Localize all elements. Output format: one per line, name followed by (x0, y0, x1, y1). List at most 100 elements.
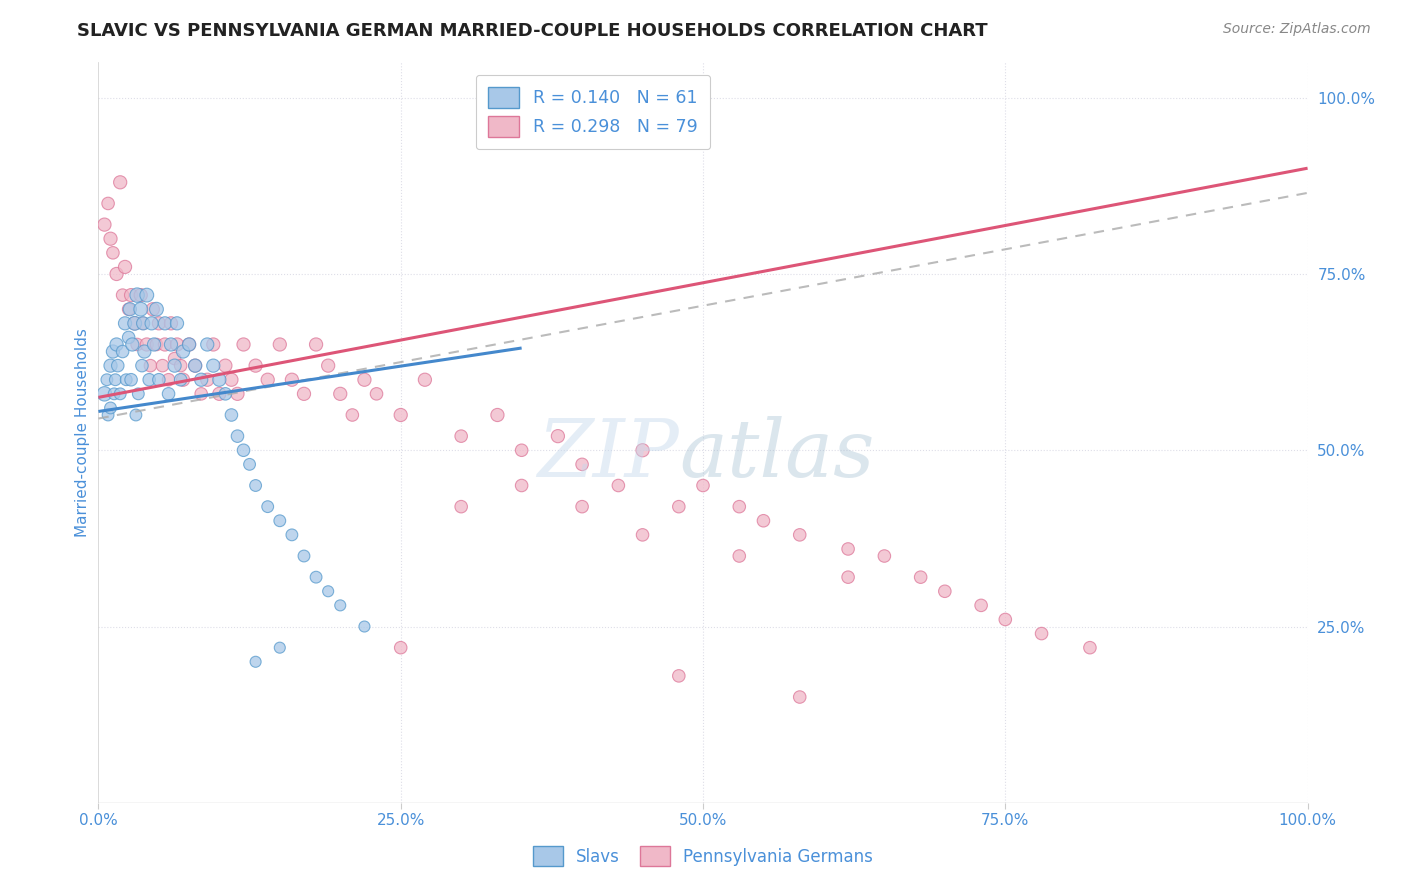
Point (125, 408, 148, 422)
Point (389, 640, 412, 655)
Point (221, 408, 243, 422)
Point (256, 373, 278, 387)
Point (994, 612, 1017, 626)
Point (142, 302, 165, 317)
Point (105, 267, 128, 281)
Point (160, 316, 183, 330)
Point (208, 387, 231, 401)
Point (329, 599, 352, 613)
Point (114, 316, 136, 330)
Point (1078, 640, 1101, 655)
Point (160, 337, 183, 351)
Point (245, 655, 267, 669)
Point (607, 478, 630, 492)
Point (105, 337, 128, 351)
Point (148, 316, 170, 330)
Point (124, 316, 146, 330)
Point (910, 570, 932, 584)
Text: SLAVIC VS PENNSYLVANIA GERMAN MARRIED-COUPLE HOUSEHOLDS CORRELATION CHART: SLAVIC VS PENNSYLVANIA GERMAN MARRIED-CO… (77, 22, 988, 40)
Point (148, 373, 170, 387)
Point (96, 373, 118, 387)
Point (195, 337, 218, 351)
Point (232, 337, 254, 351)
Point (389, 408, 412, 422)
Point (143, 337, 166, 351)
Point (108, 175, 131, 189)
Point (172, 344, 194, 359)
Point (510, 478, 533, 492)
Point (292, 549, 315, 563)
Point (789, 528, 811, 542)
Point (179, 337, 201, 351)
Point (571, 458, 593, 472)
Point (124, 316, 146, 330)
Point (232, 443, 254, 458)
Point (100, 232, 122, 246)
Point (728, 549, 751, 563)
Point (157, 373, 180, 387)
Point (129, 302, 152, 317)
Point (668, 669, 690, 683)
Point (245, 359, 267, 373)
Point (166, 337, 188, 351)
Point (115, 373, 138, 387)
Point (184, 359, 207, 373)
Point (571, 500, 593, 514)
Point (141, 316, 163, 330)
Legend: Slavs, Pennsylvania Germans: Slavs, Pennsylvania Germans (524, 838, 882, 875)
Point (226, 387, 249, 401)
Point (214, 359, 236, 373)
Point (129, 288, 152, 302)
Point (100, 359, 122, 373)
Point (221, 373, 243, 387)
Point (692, 478, 714, 492)
Point (104, 373, 127, 387)
Point (179, 337, 201, 351)
Text: atlas: atlas (679, 416, 875, 493)
Point (353, 373, 375, 387)
Point (93, 218, 115, 232)
Point (789, 690, 811, 704)
Point (118, 302, 141, 317)
Point (256, 500, 278, 514)
Point (127, 387, 149, 401)
Point (120, 288, 142, 302)
Point (316, 359, 339, 373)
Point (111, 344, 134, 359)
Point (190, 373, 212, 387)
Point (226, 429, 249, 443)
Point (100, 401, 122, 415)
Point (413, 373, 436, 387)
Point (163, 359, 186, 373)
Point (97, 196, 120, 211)
Point (728, 500, 751, 514)
Point (214, 387, 236, 401)
Point (245, 478, 267, 492)
Point (934, 584, 956, 599)
Point (668, 500, 690, 514)
Point (169, 373, 191, 387)
Point (93, 387, 115, 401)
Point (366, 387, 388, 401)
Point (305, 337, 328, 351)
Point (172, 373, 194, 387)
Point (631, 528, 654, 542)
Point (97, 408, 120, 422)
Text: Source: ZipAtlas.com: Source: ZipAtlas.com (1223, 22, 1371, 37)
Point (547, 429, 569, 443)
Point (138, 373, 160, 387)
Point (239, 458, 262, 472)
Point (132, 316, 155, 330)
Point (450, 429, 472, 443)
Point (208, 373, 231, 387)
Point (118, 330, 141, 344)
Point (121, 337, 143, 351)
Point (752, 514, 775, 528)
Point (202, 359, 225, 373)
Point (101, 344, 124, 359)
Point (108, 387, 131, 401)
Point (103, 387, 125, 401)
Point (153, 316, 176, 330)
Text: ZIP: ZIP (537, 416, 679, 493)
Point (145, 337, 167, 351)
